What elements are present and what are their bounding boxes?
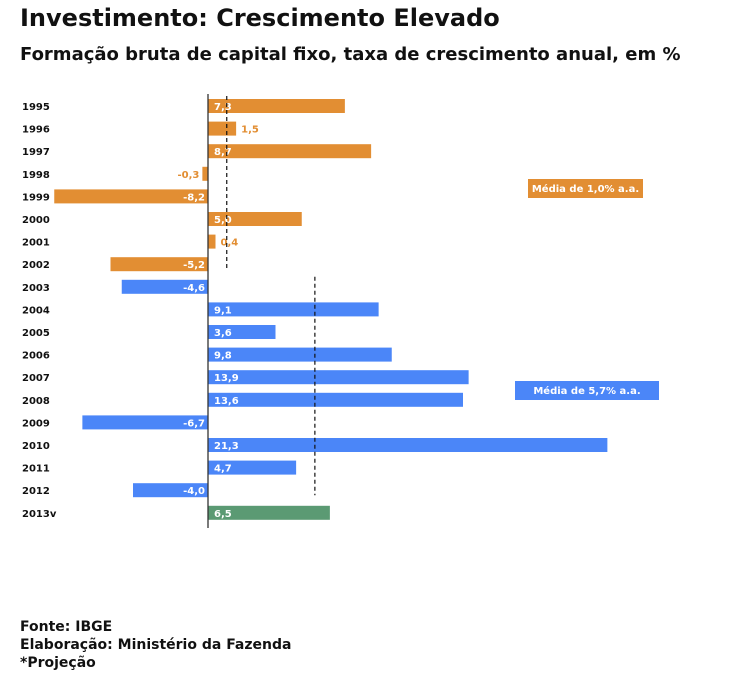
category-label: 1997 xyxy=(22,147,50,158)
category-label: 1999 xyxy=(22,192,50,203)
category-label: 1996 xyxy=(22,125,50,136)
bar xyxy=(133,483,208,498)
category-label: 2008 xyxy=(22,396,50,407)
bar xyxy=(208,392,463,407)
category-label: 2009 xyxy=(22,418,50,429)
bar xyxy=(208,460,297,475)
value-label: 21,3 xyxy=(214,441,239,452)
category-label: 1995 xyxy=(22,102,50,113)
category-label: 2001 xyxy=(22,238,50,249)
category-label: 1998 xyxy=(22,170,50,181)
category-label: 2006 xyxy=(22,351,50,362)
bar xyxy=(208,302,379,317)
chart-subtitle: Formação bruta de capital fixo, taxa de … xyxy=(20,44,681,65)
value-label: -4,0 xyxy=(183,486,205,497)
bar xyxy=(208,347,392,362)
category-label: 2013v xyxy=(22,509,57,520)
value-label: 8,7 xyxy=(214,147,232,158)
projection-note: *Projeção xyxy=(20,655,96,671)
bar xyxy=(202,166,208,181)
value-label: 3,6 xyxy=(214,328,232,339)
value-label: -0,3 xyxy=(178,170,200,181)
chart-title: Investimento: Crescimento Elevado xyxy=(20,4,500,32)
value-label: -8,2 xyxy=(183,192,205,203)
bar xyxy=(208,325,276,339)
bar xyxy=(54,189,208,204)
source-note: Fonte: IBGE xyxy=(20,619,113,635)
category-label: 2004 xyxy=(22,305,50,316)
bar xyxy=(208,212,302,226)
bar xyxy=(208,121,237,136)
average-label-box xyxy=(528,179,643,198)
category-label: 2005 xyxy=(22,328,50,339)
average-label-box xyxy=(515,381,659,400)
value-label: -4,6 xyxy=(183,283,205,294)
bar xyxy=(82,415,208,430)
bar xyxy=(110,257,208,272)
value-label: 13,9 xyxy=(214,373,239,384)
value-label: -5,2 xyxy=(183,260,205,271)
category-label: 2012 xyxy=(22,486,50,497)
value-label: 9,1 xyxy=(214,305,232,316)
bar xyxy=(121,279,208,294)
average-label: Média de 1,0% a.a. xyxy=(532,183,639,195)
bar xyxy=(208,144,372,159)
value-label: 7,3 xyxy=(214,102,232,113)
category-label: 2010 xyxy=(22,441,50,452)
value-label: 4,7 xyxy=(214,464,232,475)
value-label: 13,6 xyxy=(214,396,239,407)
bar xyxy=(208,99,345,113)
bar xyxy=(208,438,608,452)
category-label: 2003 xyxy=(22,283,50,294)
category-label: 2007 xyxy=(22,373,50,384)
value-label: 5,0 xyxy=(214,215,232,226)
bar xyxy=(208,370,469,385)
category-label: 2002 xyxy=(22,260,50,271)
category-label: 2000 xyxy=(22,215,50,226)
bar xyxy=(208,505,330,520)
value-label: 6,5 xyxy=(214,509,232,520)
value-label: 0,4 xyxy=(221,238,239,249)
value-label: -6,7 xyxy=(183,418,205,429)
average-label: Média de 5,7% a.a. xyxy=(533,385,640,397)
value-label: 1,5 xyxy=(241,125,259,136)
elaboration-note: Elaboração: Ministério da Fazenda xyxy=(20,637,292,653)
category-label: 2011 xyxy=(22,464,50,475)
value-label: 9,8 xyxy=(214,351,232,362)
bar xyxy=(208,234,216,249)
